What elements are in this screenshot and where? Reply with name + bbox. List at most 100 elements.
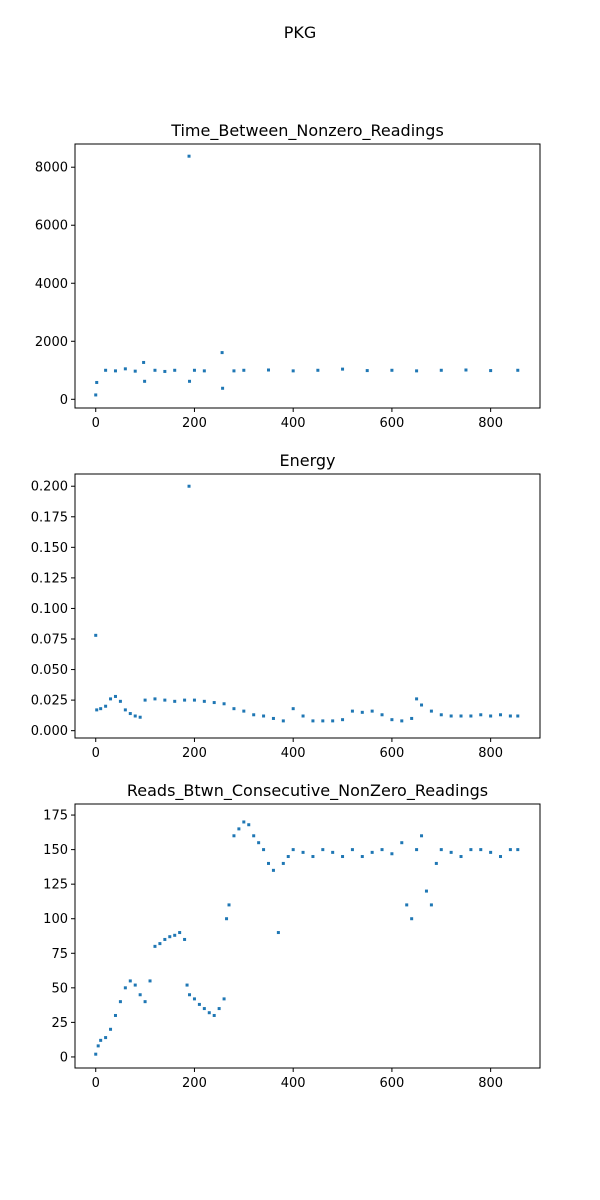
y-tick-label: 125 (43, 878, 68, 893)
y-tick-label: 8000 (35, 161, 68, 176)
data-point (95, 380, 99, 384)
x-ticks-energy: 0 200 400 600 800 (92, 738, 503, 761)
data-point (163, 369, 167, 373)
y-ticks-reads-btwn: 0 25 50 75 100 125 150 175 (43, 809, 75, 1065)
data-point (109, 697, 113, 701)
data-point (148, 979, 152, 983)
data-point (142, 360, 146, 364)
data-point (429, 903, 433, 907)
data-point (232, 834, 236, 838)
data-point (291, 369, 295, 373)
data-point (267, 368, 271, 372)
markers-time-between (94, 154, 520, 397)
y-tick-label: 150 (43, 843, 68, 858)
subplot-time-between: Time_Between_Nonzero_Readings 0200040006… (35, 121, 541, 431)
data-point (183, 698, 187, 702)
data-point (429, 709, 433, 713)
y-tick-label: 0 (60, 1050, 68, 1065)
data-point (222, 997, 226, 1001)
data-point (109, 1027, 113, 1031)
data-point (94, 633, 98, 637)
data-point (271, 716, 275, 720)
x-ticks-reads-btwn: 0 200 400 600 800 (92, 1068, 503, 1091)
data-point (321, 848, 325, 852)
data-point (331, 719, 335, 723)
data-point (143, 698, 147, 702)
y-tick-label: 0.125 (31, 571, 68, 586)
data-point (158, 942, 162, 946)
markers-energy (94, 484, 520, 723)
data-point (173, 933, 177, 937)
data-point (113, 1013, 117, 1017)
axes-frame-energy (74, 473, 541, 739)
data-point (202, 369, 206, 373)
y-tick-label: 100 (43, 912, 68, 927)
data-point (439, 713, 443, 717)
data-point (390, 368, 394, 372)
data-point (439, 368, 443, 372)
data-point (420, 834, 424, 838)
data-point (380, 713, 384, 717)
data-point (188, 993, 192, 997)
data-point (469, 848, 473, 852)
data-point (188, 379, 192, 383)
data-point (489, 850, 493, 854)
data-point (257, 841, 261, 845)
data-point (183, 937, 187, 941)
plot-title-time-between: Time_Between_Nonzero_Readings (170, 121, 444, 141)
data-point (281, 861, 285, 865)
data-point (464, 368, 468, 372)
data-point (439, 848, 443, 852)
data-point (113, 369, 117, 373)
data-point (232, 369, 236, 373)
y-tick-label: 75 (51, 947, 68, 962)
data-point (271, 868, 275, 872)
y-ticks-energy: 0.000 0.025 0.050 0.075 0.100 0.125 0.150 0.175… (31, 480, 75, 739)
data-point (415, 848, 419, 852)
data-point (153, 944, 157, 948)
data-point (489, 714, 493, 718)
data-point (405, 903, 409, 907)
data-point (133, 983, 137, 987)
data-point (220, 351, 224, 355)
data-point (173, 699, 177, 703)
data-point (187, 484, 191, 488)
y-tick-label: 0.000 (31, 724, 68, 739)
x-tick-label: 800 (478, 416, 503, 431)
y-tick-label: 0.025 (31, 694, 68, 709)
y-tick-label: 0.200 (31, 480, 68, 495)
data-point (123, 367, 127, 371)
data-point (202, 1007, 206, 1011)
data-point (187, 154, 191, 158)
data-point (247, 823, 251, 827)
data-point (281, 719, 285, 723)
data-point (128, 712, 132, 716)
data-point (459, 855, 463, 859)
data-point (341, 855, 345, 859)
data-point (113, 694, 117, 698)
y-tick-label: 6000 (35, 219, 68, 234)
data-point (178, 931, 182, 935)
x-tick-label: 600 (379, 746, 404, 761)
data-point (185, 983, 189, 987)
data-point (311, 719, 315, 723)
data-point (341, 718, 345, 722)
data-point (133, 369, 137, 373)
data-point (499, 713, 503, 717)
x-tick-label: 600 (379, 416, 404, 431)
y-tick-label: 0.050 (31, 663, 68, 678)
data-point (479, 848, 483, 852)
data-point (262, 848, 266, 852)
x-tick-label: 200 (182, 416, 207, 431)
data-point (207, 1011, 211, 1015)
data-point (212, 1013, 216, 1017)
data-point (380, 848, 384, 852)
data-point (316, 368, 320, 372)
data-point (516, 714, 520, 718)
data-point (479, 713, 483, 717)
data-point (459, 714, 463, 718)
y-tick-label: 0.175 (31, 510, 68, 525)
y-tick-label: 50 (51, 981, 68, 996)
data-point (94, 1052, 98, 1056)
